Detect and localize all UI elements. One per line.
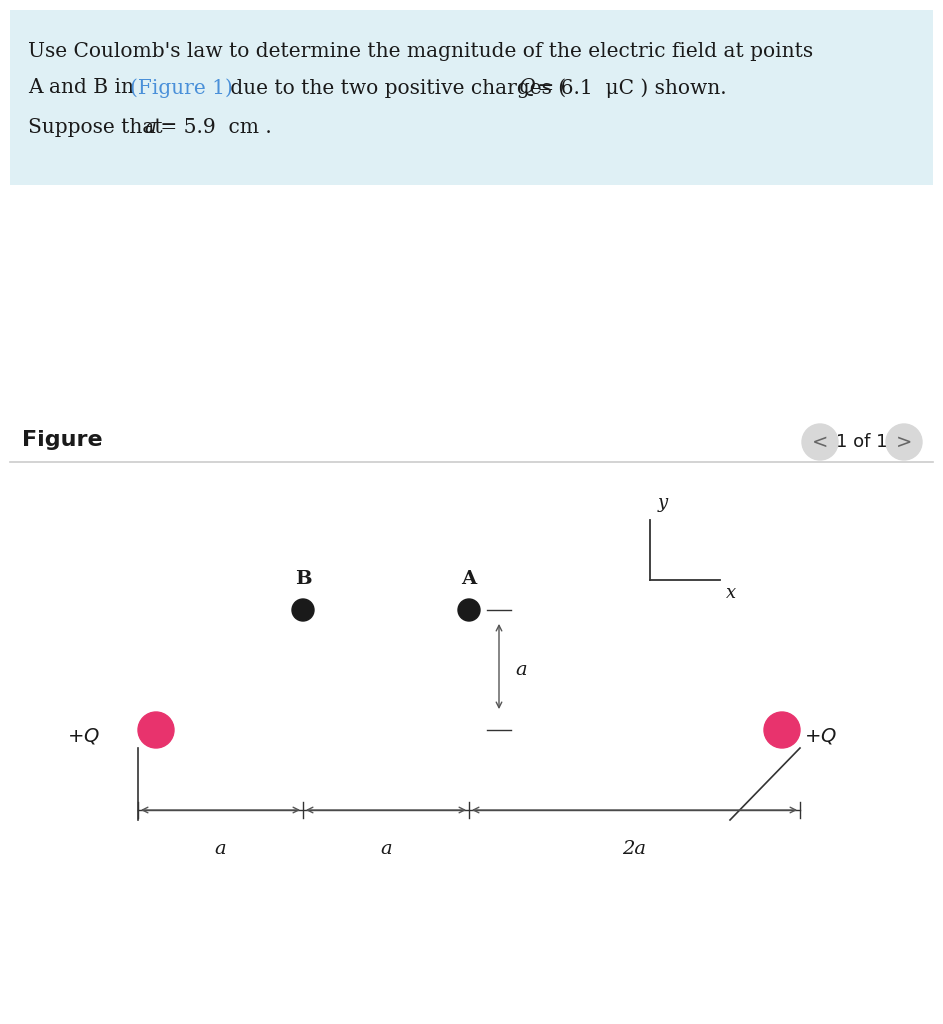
FancyBboxPatch shape (10, 10, 933, 185)
Circle shape (764, 712, 800, 748)
Text: Figure: Figure (22, 430, 103, 450)
Text: >: > (896, 432, 912, 452)
Text: $+Q$: $+Q$ (67, 726, 100, 746)
Text: A and B in: A and B in (28, 78, 141, 97)
Text: = 6.1  μC ) shown.: = 6.1 μC ) shown. (531, 78, 727, 97)
Text: = 5.9  cm .: = 5.9 cm . (154, 118, 272, 137)
Text: A: A (461, 570, 476, 588)
Text: a: a (215, 840, 226, 858)
Text: due to the two positive charges (: due to the two positive charges ( (224, 78, 566, 97)
Text: Suppose that: Suppose that (28, 118, 169, 137)
Text: 1 of 1: 1 of 1 (836, 433, 887, 451)
Text: 2a: 2a (622, 840, 647, 858)
Text: a: a (515, 662, 526, 679)
Text: a: a (144, 118, 156, 137)
Circle shape (292, 599, 314, 621)
Text: x: x (726, 584, 736, 602)
Text: <: < (812, 432, 828, 452)
Circle shape (138, 712, 174, 748)
Circle shape (886, 424, 922, 460)
Text: a: a (380, 840, 391, 858)
Text: Q: Q (519, 78, 536, 97)
Circle shape (802, 424, 838, 460)
Text: Use Coulomb's law to determine the magnitude of the electric field at points: Use Coulomb's law to determine the magni… (28, 42, 813, 61)
Text: B: B (295, 570, 311, 588)
Text: (Figure 1): (Figure 1) (130, 78, 233, 97)
Text: $+Q$: $+Q$ (804, 726, 836, 746)
Text: y: y (658, 494, 669, 512)
Circle shape (458, 599, 480, 621)
